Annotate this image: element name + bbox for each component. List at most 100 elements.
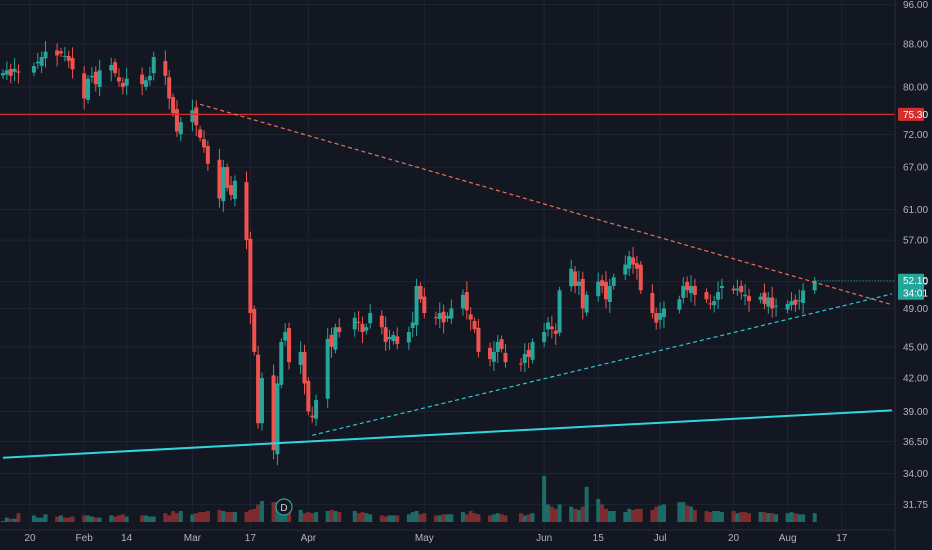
volume-bar (499, 514, 504, 522)
price-tick-label: 31.75 (903, 500, 928, 511)
volume-bar (553, 508, 558, 522)
time-axis[interactable]: 20 Feb 14 Mar 17 Apr May Jun 15 Jul 20 Aug 17 (0, 529, 895, 544)
volume-bar (770, 513, 775, 522)
candle-body (325, 338, 330, 399)
candle-body (16, 71, 21, 73)
price-tick-label: 57.00 (903, 236, 928, 247)
volume-bar (406, 514, 411, 522)
volume-bar (62, 517, 67, 522)
candle-body (596, 281, 601, 297)
volume-bar (325, 511, 330, 522)
candle-body (4, 70, 9, 75)
price-tick-label: 49.00 (903, 304, 928, 315)
candle-body (116, 77, 121, 82)
volume-bar (298, 509, 303, 522)
candle-body (113, 62, 118, 74)
volume-bar (86, 515, 91, 522)
volume-bar (356, 513, 361, 522)
event-marker-circle[interactable] (275, 498, 293, 516)
volume-bar (360, 512, 365, 522)
volume-bar (151, 516, 156, 522)
volume-bar (762, 512, 767, 522)
candle-body (314, 400, 319, 419)
volume-bar (352, 511, 357, 522)
candle-body (812, 280, 817, 291)
candle-body (573, 271, 578, 286)
candle-body (418, 285, 423, 300)
candle-body (310, 415, 315, 418)
drawn-lines[interactable] (0, 103, 895, 459)
support-trendline (2, 409, 893, 459)
bar-countdown-label: 34:01 (903, 289, 928, 300)
volume-bar (607, 511, 612, 522)
time-tick-label: Jun (536, 533, 552, 544)
candle-body (70, 58, 75, 70)
candle-body (638, 264, 643, 291)
volume-bar (109, 515, 114, 522)
volume-bar (4, 517, 9, 522)
candle-body (31, 66, 36, 73)
volume-bar (178, 511, 183, 522)
candle-body (205, 145, 210, 164)
candle-body (287, 328, 292, 363)
candle-body (356, 321, 361, 323)
volume-bar (333, 511, 338, 522)
candle-body (256, 354, 261, 424)
price-tick-label: 72.00 (903, 130, 928, 141)
candle-body (801, 290, 806, 303)
candle-body (542, 332, 547, 342)
volume-bar (217, 509, 222, 522)
time-tick-label: 15 (593, 533, 605, 544)
candle-body (785, 303, 790, 310)
volume-bar (746, 513, 751, 522)
price-tick-label: 39.00 (903, 407, 928, 418)
candle-body (55, 50, 60, 56)
time-tick-label: 17 (245, 533, 257, 544)
volume-bar (422, 513, 427, 522)
candle-body (194, 107, 199, 126)
candle-body (86, 78, 91, 100)
candle-body (35, 61, 40, 64)
volume-bar (464, 514, 469, 522)
volume-bar (441, 514, 446, 522)
volume-bar (631, 509, 636, 522)
volume-bar (472, 513, 477, 522)
candle-body (248, 238, 253, 314)
candle-body (39, 56, 44, 66)
candle-body (120, 82, 125, 88)
volume-bar (82, 515, 87, 522)
candle-body (746, 296, 751, 302)
candle-body (576, 281, 581, 286)
volume-bar (812, 513, 817, 522)
candle-body (503, 352, 508, 363)
candle-body (364, 327, 369, 331)
volume-bar (704, 511, 709, 522)
wedge-upper-trendline (199, 103, 893, 306)
volume-bar (658, 505, 663, 522)
candle-body (190, 110, 195, 123)
volume-bar (460, 512, 465, 522)
candle-body (391, 334, 396, 342)
candle-body (557, 290, 562, 333)
candle-body (201, 139, 206, 148)
candle-body (252, 309, 257, 352)
volume-bar (395, 515, 400, 522)
volume-bar (58, 515, 63, 522)
candle-body (441, 311, 446, 323)
volume-bar (229, 512, 234, 522)
candle-body (704, 292, 709, 300)
candle-body (472, 320, 477, 330)
event-markers[interactable]: D (275, 498, 293, 516)
candle-body (178, 122, 183, 135)
volume-bar (689, 506, 694, 522)
volume-bar (167, 515, 172, 522)
candle-body (352, 317, 357, 330)
volume-bar (414, 511, 419, 522)
candle-body (789, 301, 794, 306)
event-marker-label[interactable]: D (280, 503, 287, 514)
volume-bar (530, 513, 535, 522)
candle-body (464, 292, 469, 311)
volume-bar (634, 508, 639, 522)
